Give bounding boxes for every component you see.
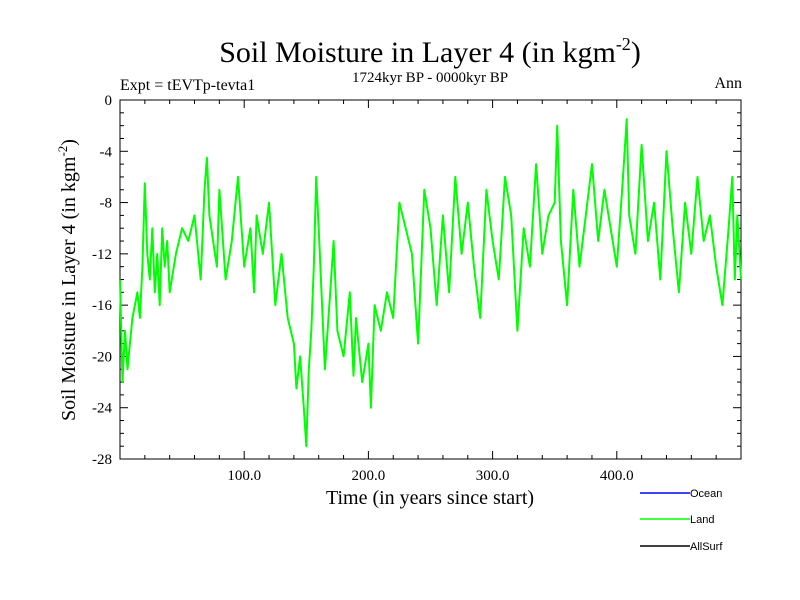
y-tick-label-0: 0 <box>105 93 113 109</box>
period-label: Ann <box>714 75 742 92</box>
y-tick-label-4: -16 <box>92 298 112 314</box>
x-axis: 100.0 200.0 300.0 400.0 <box>144 100 717 484</box>
legend-label-land: Land <box>690 514 714 526</box>
y-tick-label-5: -20 <box>92 349 112 365</box>
chart-title: Soil Moisture in Layer 4 (in kgm-2) <box>219 34 641 69</box>
series-line-land <box>119 118 742 448</box>
chart-subtitle: 1724kyr BP - 0000kyr BP <box>352 70 508 86</box>
x-tick-label-0: 100.0 <box>227 468 261 484</box>
legend-label-allsurf: AllSurf <box>690 541 723 553</box>
y-tick-label-6: -24 <box>92 401 112 417</box>
expt-label: Expt = tEVTp-tevta1 <box>120 77 255 94</box>
y-tick-label-3: -12 <box>92 247 112 263</box>
y-axis: 0 -4 -8 -12 -16 -20 -24 -28 <box>92 93 741 468</box>
x-tick-label-3: 400.0 <box>600 468 634 484</box>
y-tick-label-1: -4 <box>100 144 113 160</box>
x-axis-label: Time (in years since start) <box>326 487 534 509</box>
plot-frame <box>119 99 742 460</box>
y-tick-label-2: -8 <box>100 196 113 212</box>
x-tick-label-2: 300.0 <box>476 468 510 484</box>
y-tick-label-7: -28 <box>92 452 112 468</box>
legend-label-ocean: Ocean <box>690 488 722 500</box>
legend: Ocean Land AllSurf <box>640 488 723 553</box>
x-tick-label-1: 200.0 <box>352 468 386 484</box>
y-axis-label: Soil Moisture in Layer 4 (in kgm-2) <box>55 139 80 421</box>
